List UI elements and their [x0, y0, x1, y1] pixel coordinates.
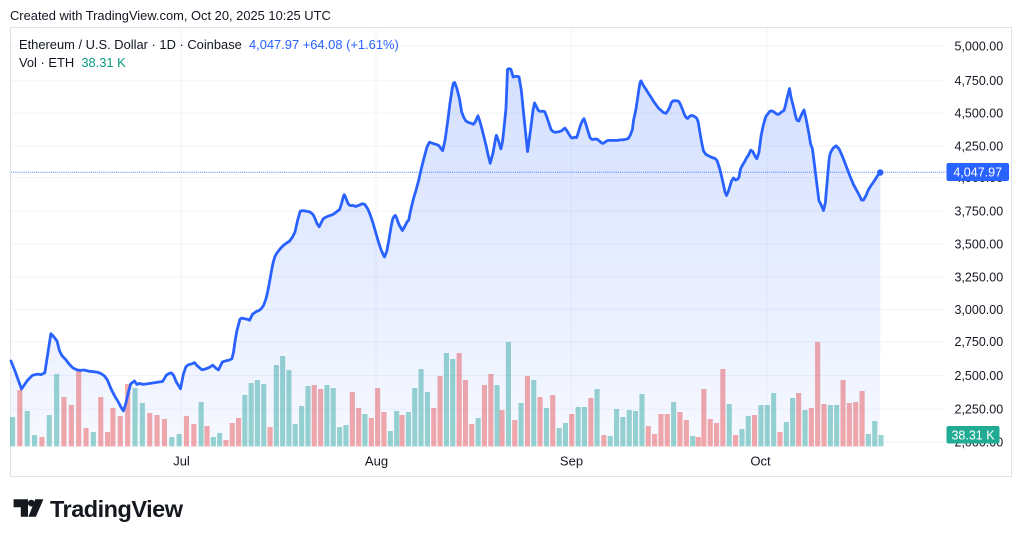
svg-text:Jul: Jul [173, 454, 190, 469]
svg-text:Oct: Oct [750, 454, 771, 469]
svg-text:2,750.00: 2,750.00 [955, 335, 1004, 349]
svg-text:3,000.00: 3,000.00 [955, 303, 1004, 317]
svg-text:38.31 K: 38.31 K [951, 428, 995, 442]
svg-text:2,500.00: 2,500.00 [955, 369, 1004, 383]
svg-text:Aug: Aug [365, 454, 388, 469]
svg-text:Sep: Sep [560, 454, 583, 469]
svg-text:3,750.00: 3,750.00 [955, 205, 1004, 219]
svg-text:4,750.00: 4,750.00 [955, 74, 1004, 88]
svg-text:2,250.00: 2,250.00 [955, 403, 1004, 417]
svg-text:5,000.00: 5,000.00 [955, 39, 1004, 53]
svg-text:3,500.00: 3,500.00 [955, 237, 1004, 251]
svg-text:3,250.00: 3,250.00 [955, 270, 1004, 284]
svg-text:4,500.00: 4,500.00 [955, 107, 1004, 121]
svg-text:4,047.97: 4,047.97 [953, 166, 1002, 180]
svg-text:4,250.00: 4,250.00 [955, 139, 1004, 153]
